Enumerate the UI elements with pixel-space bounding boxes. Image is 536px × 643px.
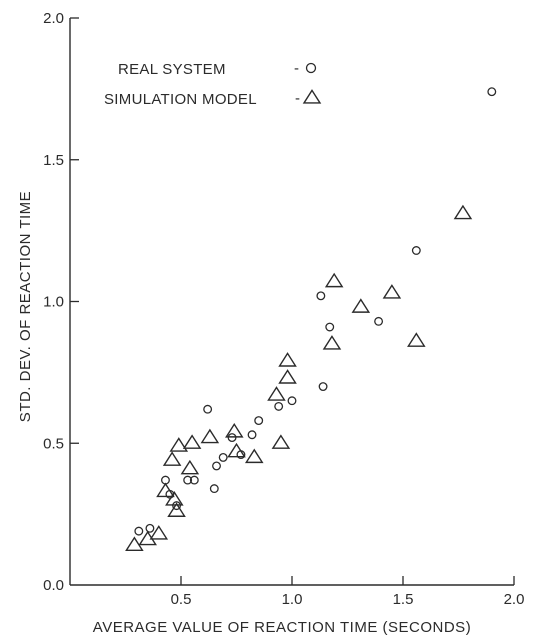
x-tick-label: 1.0 [282,591,303,608]
legend-circle-marker [305,62,317,74]
legend-dash-real-system: - [294,60,299,77]
x-tick-label: 0.5 [171,591,192,608]
simulation-model-point [324,272,344,288]
x-tick-label: 1.5 [393,591,414,608]
real-system-point [411,246,421,255]
simulation-model-point [453,204,473,220]
simulation-model-point [227,442,246,458]
real-system-point [218,452,228,462]
x-axis-title: AVERAGE VALUE OF REACTION TIME (SECONDS) [93,619,471,636]
simulation-model-point [351,298,371,313]
real-system-point [287,396,297,406]
simulation-model-point [267,386,286,401]
real-system-point [183,475,193,485]
simulation-model-point [180,459,200,475]
real-system-point [172,501,182,511]
y-tick-label: 2.0 [43,10,64,27]
real-system-point [316,291,326,301]
real-system-point [247,430,257,440]
simulation-model-point [322,335,342,350]
simulation-model-point [225,423,244,438]
real-system-point [325,322,335,332]
legend: REAL SYSTEM - SIMULATION MODEL - [104,60,322,108]
real-system-point [254,416,264,426]
simulation-model-point [156,482,175,498]
legend-dash-simulation-model: - [295,90,300,107]
data-points [125,87,497,551]
y-axis-title: STD. DEV. OF REACTION TIME [17,191,34,422]
legend-label-real-system: REAL SYSTEM [118,61,226,78]
simulation-model-point [162,451,182,466]
simulation-model-point [182,434,202,449]
real-system-point [209,484,219,494]
simulation-model-point [165,491,184,506]
legend-triangle-marker [302,89,322,104]
simulation-model-point [382,284,402,299]
real-system-point [227,433,237,443]
simulation-model-point [271,434,291,449]
simulation-model-point [407,332,426,347]
real-system-point [274,401,284,411]
y-tick-label: 0.0 [43,577,64,594]
real-system-point [487,87,497,97]
axis-ticks: 0.0 0.5 1.0 1.5 2.0 0.5 1.0 1.5 2.0 [43,10,524,608]
simulation-model-point [278,369,297,384]
real-system-point [318,382,328,391]
real-system-point [203,404,213,414]
simulation-model-point [167,502,186,517]
simulation-model-point [149,525,169,540]
real-system-point [212,461,221,471]
real-system-point [374,316,384,326]
simulation-model-point [278,352,297,367]
simulation-model-point [244,448,264,464]
legend-label-simulation-model: SIMULATION MODEL [104,91,257,108]
simulation-model-point [200,428,220,444]
simulation-model-point [125,536,144,551]
y-tick-label: 1.0 [43,294,64,311]
y-tick-label: 1.5 [43,152,64,169]
real-system-point [134,526,144,536]
x-tick-label: 2.0 [504,591,525,608]
real-system-point [145,523,155,533]
simulation-model-point [169,437,189,452]
y-tick-label: 0.5 [43,435,64,452]
real-system-point [189,475,199,485]
